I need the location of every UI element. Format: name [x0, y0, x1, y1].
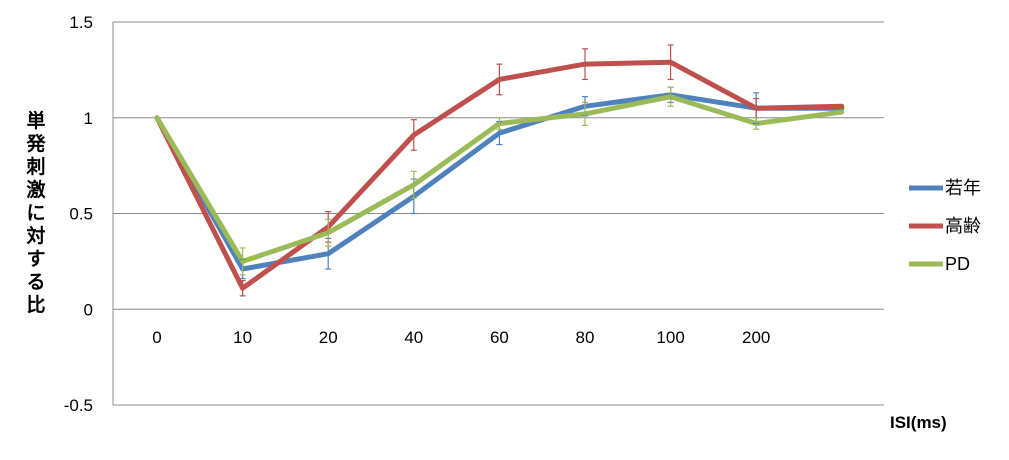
legend-label: 若年: [945, 178, 981, 198]
y-axis-label-char: 激: [26, 178, 45, 201]
x-tick-label: 10: [233, 328, 252, 347]
error-bar: [667, 44, 674, 81]
y-axis-label-char: 対: [25, 224, 45, 247]
error-bar: [496, 63, 503, 96]
y-axis-label-char: に: [26, 203, 45, 224]
y-tick-label: 1: [84, 109, 93, 128]
x-axis-label: ISI(ms): [890, 413, 947, 432]
legend-item: PD: [909, 254, 970, 274]
error-bars: [239, 44, 760, 297]
x-tick-label: 40: [404, 328, 423, 347]
y-tick-label: 0: [84, 300, 93, 319]
x-tick-label: 60: [490, 328, 509, 347]
y-tick-labels: -0.5 0 0.5 1 1.5: [64, 13, 93, 415]
legend-label: 高齢: [945, 216, 981, 236]
error-bar: [239, 247, 246, 276]
error-bar: [325, 218, 332, 247]
y-axis-label-char: 発: [25, 132, 46, 155]
error-bar: [582, 48, 588, 81]
x-tick-label: 200: [742, 328, 770, 347]
y-axis-label-char: 刺: [26, 156, 45, 178]
y-axis-label-char: る: [26, 272, 45, 293]
x-tick-label: 0: [152, 328, 161, 347]
error-bar: [410, 119, 417, 151]
y-axis-label-char: す: [26, 248, 45, 270]
x-tick-label: 100: [656, 328, 684, 347]
error-bar: [667, 86, 674, 107]
y-tick-label: -0.5: [64, 396, 93, 415]
y-tick-label: 0.5: [69, 205, 93, 224]
x-tick-label: 80: [576, 328, 595, 347]
legend-item: 高齢: [909, 216, 981, 236]
y-tick-label: 1.5: [69, 13, 93, 32]
legend-label: PD: [945, 254, 970, 274]
y-axis-label-char: 単: [26, 109, 45, 132]
error-bar: [753, 117, 760, 130]
error-bar: [410, 170, 417, 199]
x-tick-labels: 0 10 20 40 60 80 100 200: [152, 328, 770, 347]
error-bar: [582, 101, 588, 127]
legend-item: 若年: [909, 178, 981, 198]
error-bar: [496, 117, 503, 130]
x-tick-label: 20: [319, 328, 338, 347]
series-layer: [154, 59, 845, 291]
error-bar: [239, 279, 246, 297]
y-axis-label-char: 比: [26, 294, 45, 316]
